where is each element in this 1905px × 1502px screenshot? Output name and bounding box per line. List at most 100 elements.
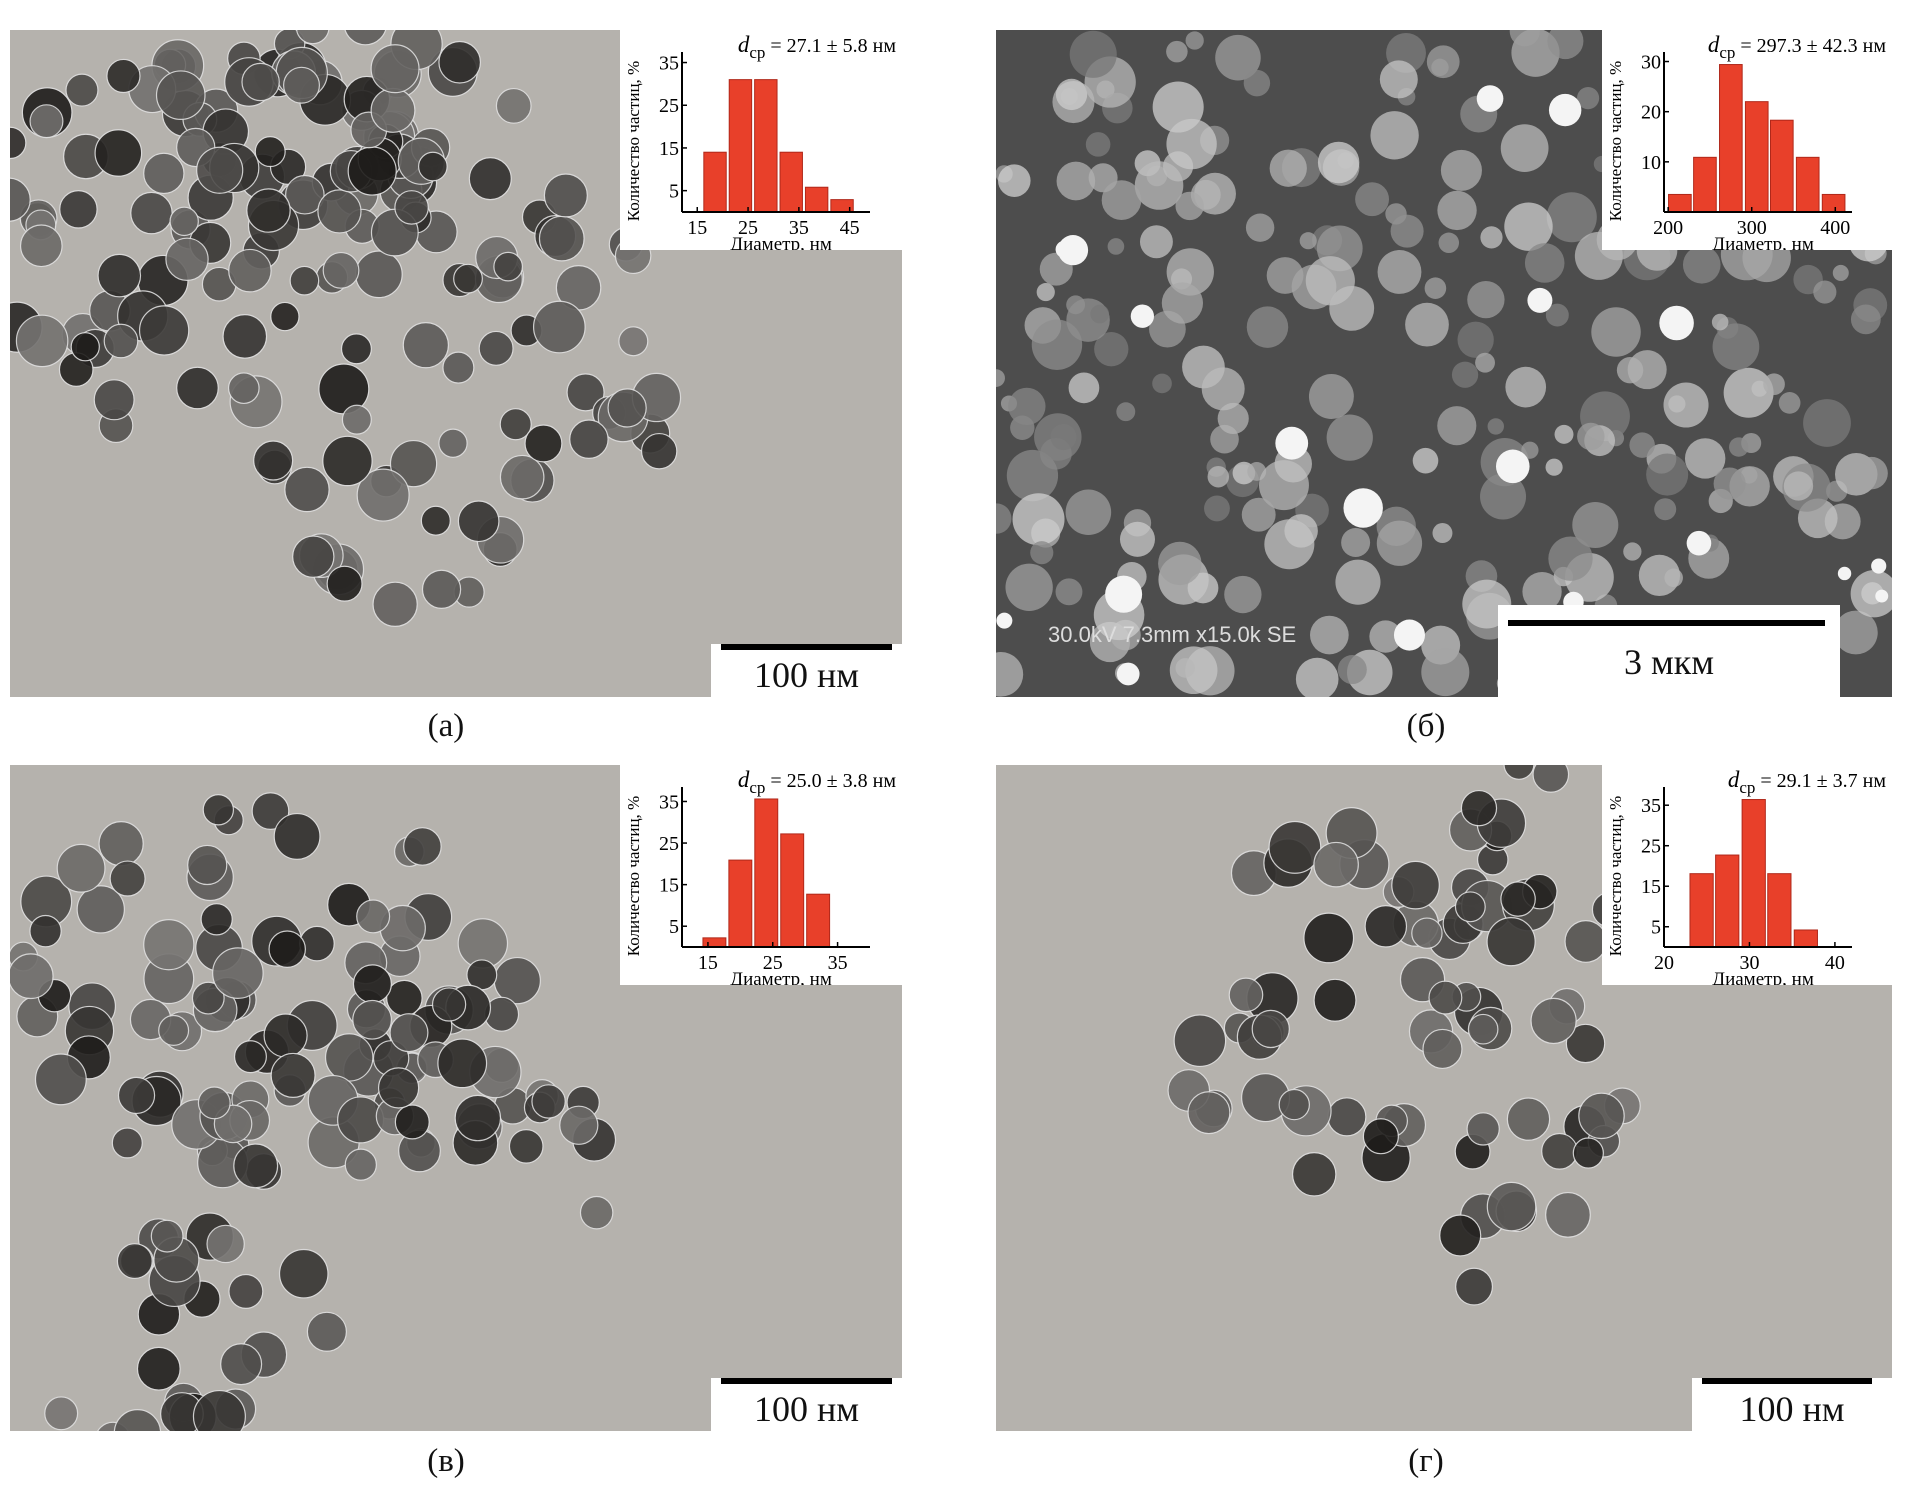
particle bbox=[442, 351, 475, 384]
particle bbox=[1166, 118, 1217, 170]
particle bbox=[1278, 1088, 1310, 1121]
particle bbox=[1440, 149, 1482, 191]
particle bbox=[1654, 498, 1677, 521]
particle bbox=[531, 1084, 566, 1119]
y-tick-label: 15 bbox=[659, 875, 679, 897]
histogram-bar bbox=[1715, 854, 1740, 948]
histogram-bar bbox=[728, 79, 753, 213]
x-tick-label: 45 bbox=[840, 217, 860, 239]
particle-bright bbox=[996, 612, 1013, 629]
particle bbox=[1545, 303, 1569, 327]
particle bbox=[1364, 905, 1408, 948]
caption-d: (г) bbox=[1408, 1443, 1444, 1479]
particle bbox=[1119, 521, 1155, 557]
particle bbox=[1437, 190, 1477, 231]
x-axis-label: Диаметр, нм bbox=[1712, 969, 1814, 985]
particle bbox=[1036, 282, 1055, 302]
x-tick-label: 20 bbox=[1654, 952, 1674, 974]
y-axis-label: Количество частиц, % bbox=[1606, 796, 1625, 956]
particle bbox=[1432, 523, 1453, 544]
particle bbox=[524, 424, 563, 463]
histogram-bar bbox=[1741, 799, 1766, 948]
histogram-bar bbox=[1719, 64, 1743, 213]
particle bbox=[356, 899, 391, 934]
particle bbox=[1503, 765, 1535, 780]
particle bbox=[1094, 332, 1129, 367]
particle bbox=[65, 73, 99, 107]
particle bbox=[1204, 495, 1230, 522]
particle bbox=[394, 1104, 430, 1140]
histogram-bar bbox=[1693, 156, 1717, 213]
particle bbox=[403, 827, 442, 866]
particle bbox=[1317, 141, 1360, 184]
particle bbox=[996, 503, 1012, 534]
particle bbox=[421, 569, 462, 609]
particle bbox=[377, 1067, 420, 1109]
x-tick-label: 400 bbox=[1820, 217, 1850, 239]
particle bbox=[1832, 264, 1849, 281]
particle bbox=[1711, 313, 1729, 331]
histogram-bar bbox=[804, 186, 829, 213]
particle bbox=[1591, 307, 1641, 357]
particle bbox=[1069, 30, 1117, 78]
tem-micrograph-a: 5 15 25 35 15 25 35 45 Диаметр, нм Количество час… bbox=[10, 30, 902, 697]
particle bbox=[1090, 304, 1110, 324]
particle bbox=[1116, 402, 1136, 422]
histogram-bar bbox=[1821, 193, 1846, 213]
particle bbox=[1646, 453, 1689, 496]
histogram-bar bbox=[728, 859, 753, 948]
x-axis-label: Диаметр, нм bbox=[1712, 234, 1814, 250]
particle bbox=[19, 224, 63, 268]
particle bbox=[607, 388, 647, 428]
particle bbox=[1833, 610, 1878, 655]
x-tick-label: 300 bbox=[1737, 217, 1767, 239]
particle bbox=[117, 1076, 156, 1115]
y-tick-label: 25 bbox=[659, 833, 679, 855]
particle bbox=[1664, 568, 1683, 588]
histogram-bar bbox=[1769, 119, 1794, 213]
particle bbox=[1428, 980, 1463, 1015]
particle bbox=[322, 251, 360, 289]
particle bbox=[1266, 257, 1304, 294]
particle bbox=[10, 177, 31, 222]
mean-diameter-annotation: dср = 297.3 ± 42.3 нм bbox=[1708, 32, 1887, 62]
scale-bar-c: 100 нм bbox=[711, 1378, 902, 1431]
particle bbox=[1337, 654, 1367, 685]
histogram-bar bbox=[806, 893, 831, 948]
particle bbox=[344, 1148, 377, 1181]
histogram-bar bbox=[1689, 873, 1714, 948]
particle bbox=[1217, 402, 1249, 435]
particle bbox=[197, 1086, 231, 1120]
y-tick-label: 5 bbox=[1651, 917, 1661, 939]
particle bbox=[270, 1052, 316, 1098]
particle bbox=[402, 321, 450, 369]
particle bbox=[289, 265, 320, 296]
particle bbox=[1565, 1023, 1606, 1064]
particle bbox=[97, 253, 142, 298]
particle bbox=[1547, 30, 1584, 60]
histogram-bar bbox=[779, 151, 803, 213]
particle-bright bbox=[1476, 85, 1504, 112]
particle bbox=[1546, 192, 1597, 243]
histogram-bar bbox=[1744, 101, 1769, 213]
particle bbox=[1139, 225, 1173, 259]
particle bbox=[370, 44, 420, 94]
particle bbox=[1554, 424, 1574, 444]
particle bbox=[508, 1128, 544, 1164]
particle bbox=[1480, 226, 1503, 249]
particle bbox=[93, 379, 135, 421]
histogram-chart: 5 15 25 35 15 25 35 45 Диаметр, нм Количество час… bbox=[624, 32, 896, 255]
particle bbox=[1152, 373, 1172, 394]
particle bbox=[1850, 304, 1881, 335]
particle bbox=[1729, 437, 1749, 457]
particle bbox=[1524, 243, 1565, 283]
particle bbox=[372, 581, 418, 627]
particle bbox=[187, 844, 228, 886]
particle bbox=[1201, 367, 1245, 411]
particle bbox=[1509, 30, 1540, 47]
y-tick-label: 25 bbox=[659, 95, 679, 117]
histogram-inset-a: 5 15 25 35 15 25 35 45 Диаметр, нм Количество час… bbox=[620, 30, 902, 255]
y-axis-label: Количество частиц, % bbox=[624, 796, 643, 956]
particle bbox=[437, 1038, 488, 1089]
particle bbox=[1545, 1191, 1591, 1238]
